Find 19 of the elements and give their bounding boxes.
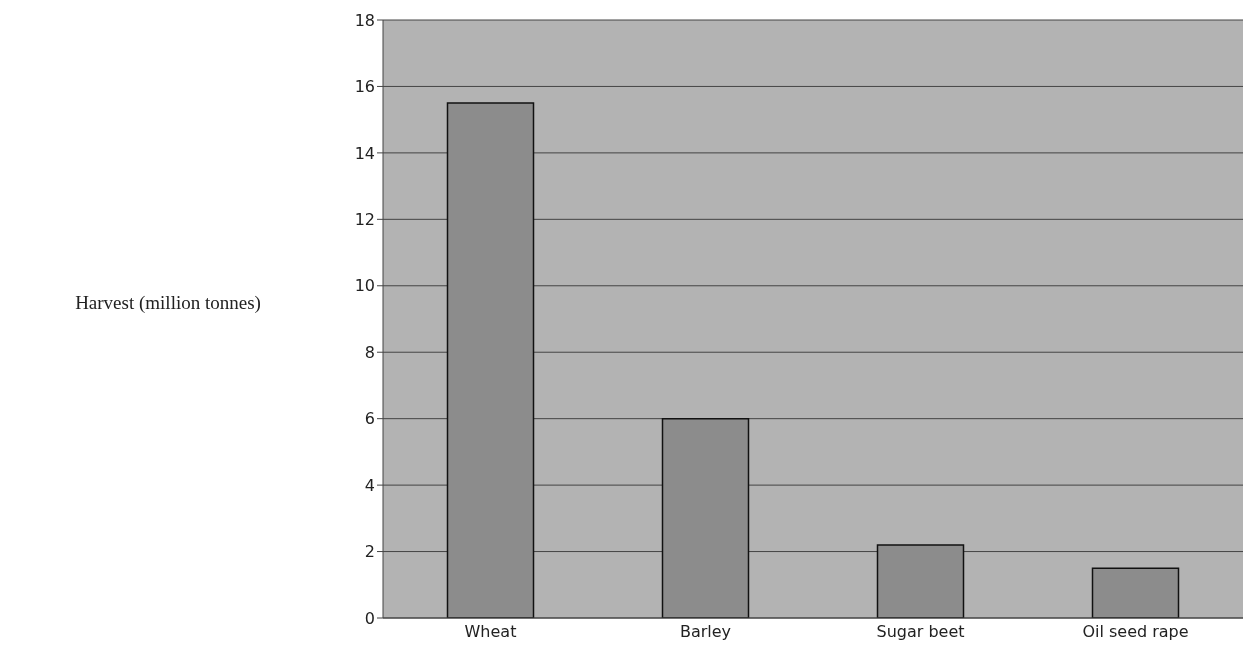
y-tick-label: 8	[364, 342, 375, 362]
y-tick-label: 6	[364, 409, 375, 429]
x-tick-label: Barley	[679, 622, 732, 642]
y-tick-label: 18	[354, 10, 375, 30]
y-tick-label: 12	[354, 210, 375, 230]
y-tick-label: 2	[364, 542, 375, 562]
y-tick-label: 14	[354, 143, 375, 163]
y-axis-title: Harvest (million tonnes)	[74, 292, 262, 314]
y-tick-label: 10	[354, 276, 375, 296]
x-tick-label: Sugar beet	[876, 622, 965, 642]
y-tick-label: 4	[364, 475, 375, 495]
bar	[446, 102, 535, 618]
x-tick-label: Wheat	[464, 622, 517, 642]
bar	[876, 544, 965, 618]
x-tick-label: Oil seed rape	[1082, 622, 1189, 642]
bar	[1091, 567, 1180, 618]
y-tick-label: 16	[354, 77, 375, 97]
y-tick-label: 0	[364, 608, 375, 628]
bar	[661, 417, 750, 618]
